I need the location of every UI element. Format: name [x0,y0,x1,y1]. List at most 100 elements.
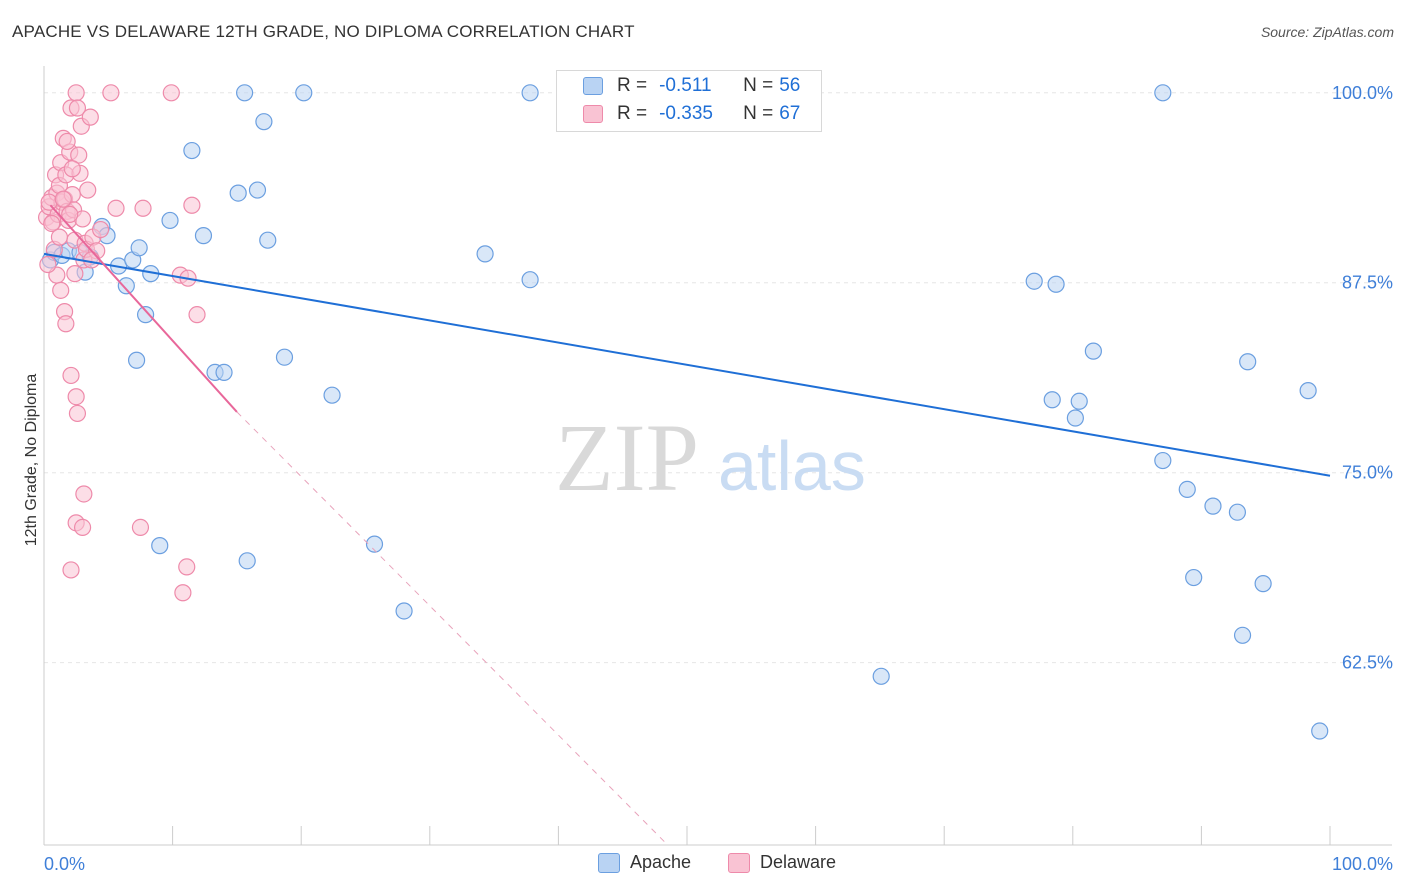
apache-point-10 [117,277,135,295]
watermark-atlas: atlas [718,427,866,505]
apache-point-31 [365,535,384,553]
apache-point-37 [1025,272,1043,290]
apache-point-17 [194,227,213,245]
apache-point-36 [872,667,890,685]
apache-point-25 [259,231,277,249]
delaware-point-45 [57,315,75,333]
delaware-point-51 [73,518,92,537]
legend-box: R = -0.511 N = 56 R = -0.335 N = 67 [556,70,822,132]
legend-delaware-n-value: 67 [779,103,801,124]
delaware-point-55 [174,584,192,602]
apache-point-27 [295,84,313,102]
apache-point-49 [1233,626,1252,644]
apache-point-46 [1185,568,1203,587]
y-tick-label-1: 75.0% [1342,463,1393,483]
delaware-point-59 [50,228,69,246]
delaware-point-29 [79,181,97,199]
delaware-point-60 [54,190,72,208]
y-tick-label-2: 87.5% [1342,273,1393,293]
apache-point-16 [183,141,201,160]
delaware-point-53 [62,561,80,579]
apache-point-48 [1228,503,1247,521]
legend-swatch-delaware [583,105,603,123]
apache-point-12 [130,239,148,257]
apache-point-39 [1043,391,1061,409]
legend-delaware-r-value: -0.335 [659,103,713,124]
bottom-legend-swatch-apache [598,852,620,873]
legend-delaware-n-label: N = [743,103,774,124]
apache-point-32 [395,602,413,620]
apache-point-22 [236,84,254,102]
apache-point-33 [476,245,494,263]
legend-delaware-r-label: R = [617,103,648,124]
delaware-point-47 [67,388,85,406]
x-tick-label-0: 0.0% [44,854,85,874]
delaware-point-34 [102,84,120,102]
delaware-point-61 [61,205,79,223]
apache-point-21 [229,184,247,202]
delaware-trendline [49,204,238,413]
apache-point-42 [1084,342,1102,360]
apache-point-30 [238,552,256,570]
delaware-point-63 [66,265,84,283]
points-layer [37,84,1329,740]
bottom-legend-apache-label: Apache [630,852,692,872]
trend-layer [43,204,1331,846]
axis-layer [43,66,1392,846]
delaware-point-21 [68,99,87,117]
delaware-point-35 [107,199,125,217]
apache-point-26 [275,348,294,366]
delaware-point-37 [162,84,180,102]
delaware-point-40 [183,196,201,214]
x-tick-label-1: 100.0% [1332,854,1393,874]
delaware-point-56 [40,193,58,211]
y-tick-label-3: 100.0% [1332,83,1393,103]
apache-point-53 [1311,722,1329,740]
delaware-point-33 [91,220,110,239]
apache-point-15 [161,211,179,230]
legend-apache-n-label: N = [743,75,774,96]
legend-apache-r-label: R = [617,75,648,96]
delaware-point-20 [67,84,85,102]
legend-swatch-apache [583,77,603,95]
tick-label-layer: 62.5% 75.0% 87.5% 100.0% 0.0% 100.0% [44,83,1393,874]
delaware-trendline-extension [236,411,669,846]
grid-layer [44,92,1392,664]
apache-point-28 [323,386,341,404]
legend-row-delaware: R = -0.335 N = 67 [583,103,800,125]
apache-point-13 [136,306,155,324]
bottom-legend-swatch-delaware [728,852,750,873]
chart-title: APACHE VS DELAWARE 12TH GRADE, NO DIPLOM… [12,22,635,41]
delaware-point-36 [134,199,152,217]
delaware-point-66 [58,132,76,151]
delaware-point-57 [43,214,61,233]
apache-point-43 [1154,84,1172,102]
apache-point-38 [1047,275,1065,293]
apache-point-51 [1254,575,1272,593]
delaware-point-65 [82,251,101,269]
watermark: ZIP atlas [555,404,866,511]
apache-point-23 [248,181,267,199]
apache-point-34 [521,271,539,289]
apache-point-52 [1299,382,1317,400]
legend-apache-n-value: 56 [779,75,801,96]
apache-point-35 [521,84,539,102]
apache-point-29 [151,537,169,555]
delaware-point-54 [178,558,196,576]
bottom-legend-apache: Apache [598,852,691,873]
source-label: Source: ZipAtlas.com [1260,24,1394,40]
apache-point-47 [1204,497,1222,515]
watermark-zip: ZIP [555,404,699,511]
delaware-point-46 [62,366,80,385]
delaware-point-41 [188,306,206,324]
apache-point-40 [1066,409,1084,427]
delaware-point-52 [131,518,150,537]
legend-apache-r-value: -0.511 [659,75,712,96]
delaware-point-49 [75,485,93,503]
apache-point-20 [215,363,233,382]
legend-row-apache: R = -0.511 N = 56 [583,75,800,97]
apache-point-44 [1154,451,1172,470]
bottom-legend-delaware: Delaware [728,852,836,873]
delaware-point-48 [68,404,87,423]
